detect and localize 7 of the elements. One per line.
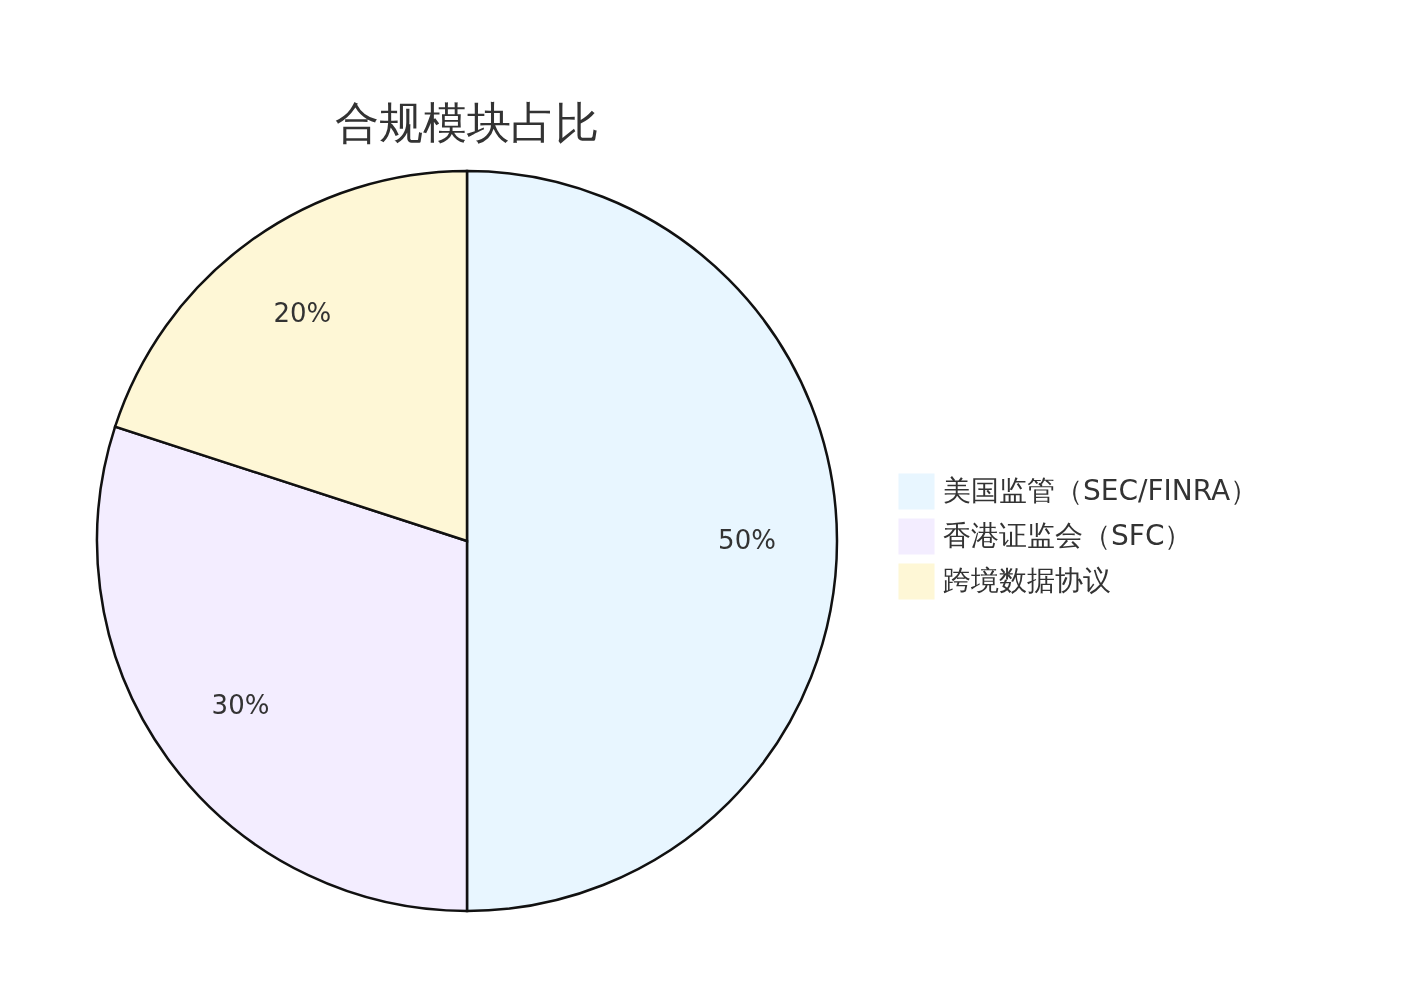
chart-title: 合规模块占比 [335, 97, 599, 148]
legend-label: 美国监管（SEC/FINRA） [943, 473, 1259, 507]
data-label: 20% [273, 298, 332, 329]
legend-label: 跨境数据协议 [943, 563, 1111, 597]
legend-label: 香港证监会（SFC） [943, 518, 1193, 552]
data-label: 50% [718, 525, 776, 555]
data-label: 30% [211, 689, 270, 720]
